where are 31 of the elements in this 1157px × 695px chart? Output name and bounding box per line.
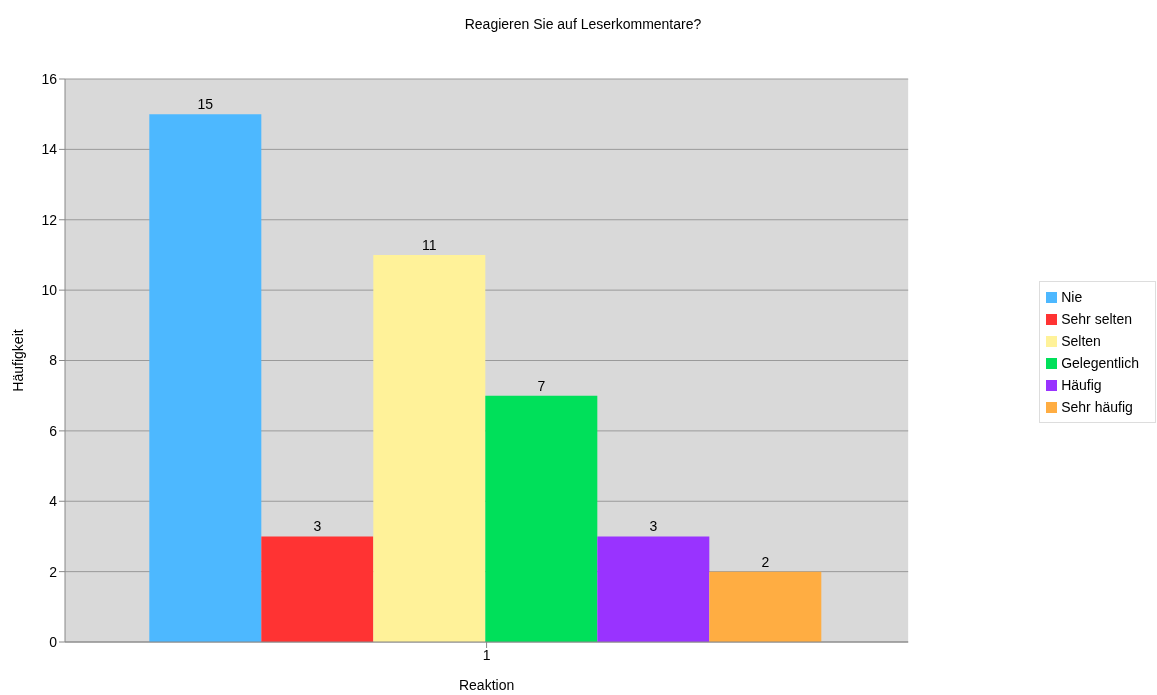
legend-label: Sehr häufig [1061,398,1133,415]
bar [709,571,822,642]
x-axis-title: Reaktion [458,677,515,693]
data-label: 15 [197,96,214,113]
y-tick-label: 0 [49,633,58,650]
y-tick-label: 6 [49,422,58,439]
bar [373,254,486,642]
x-tick-label: 1 [482,646,491,663]
chart-title: Reagieren Sie auf Leserkommentare? [463,16,703,32]
legend-label: Selten [1061,332,1101,349]
bar [261,536,374,642]
y-tick-label: 16 [41,70,58,87]
y-axis-title: Häufigkeit [9,329,26,392]
data-label: 7 [537,377,546,394]
bar [597,536,710,642]
data-label: 3 [649,518,658,535]
bar [485,395,598,642]
y-tick-label: 4 [49,493,58,510]
legend-label: Gelegentlich [1061,354,1139,371]
y-tick-label: 2 [49,563,58,580]
bar [149,114,262,642]
y-tick-label: 8 [49,352,58,369]
data-label: 2 [761,553,770,570]
data-label: 11 [422,236,437,253]
data-label: 3 [313,518,322,535]
y-tick-label: 12 [41,211,58,228]
y-tick-label: 14 [41,141,58,158]
legend-label: Nie [1061,288,1083,305]
y-tick-label: 10 [41,282,58,299]
legend-label: Sehr selten [1061,310,1132,327]
legend-label: Häufig [1061,376,1102,393]
